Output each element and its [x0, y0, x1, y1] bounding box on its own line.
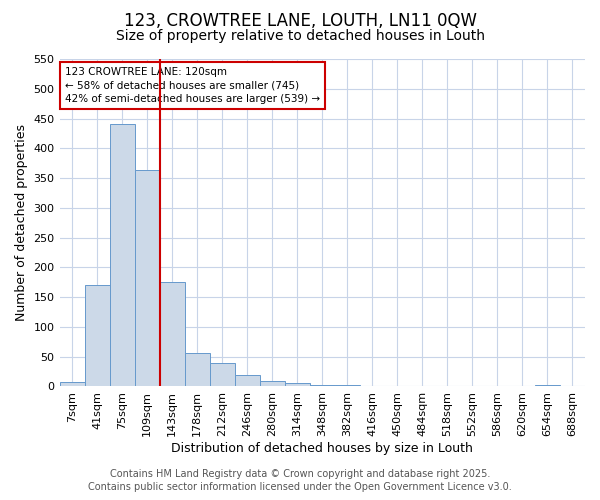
Bar: [110, 124, 134, 386]
Bar: [59, 382, 85, 386]
Bar: [160, 282, 185, 387]
Text: Size of property relative to detached houses in Louth: Size of property relative to detached ho…: [115, 29, 485, 43]
X-axis label: Distribution of detached houses by size in Louth: Distribution of detached houses by size …: [172, 442, 473, 455]
Bar: [260, 380, 285, 386]
Y-axis label: Number of detached properties: Number of detached properties: [15, 124, 28, 321]
Text: 123 CROWTREE LANE: 120sqm
← 58% of detached houses are smaller (745)
42% of semi: 123 CROWTREE LANE: 120sqm ← 58% of detac…: [65, 67, 320, 104]
Text: 123, CROWTREE LANE, LOUTH, LN11 0QW: 123, CROWTREE LANE, LOUTH, LN11 0QW: [124, 12, 476, 30]
Text: Contains HM Land Registry data © Crown copyright and database right 2025.
Contai: Contains HM Land Registry data © Crown c…: [88, 470, 512, 492]
Bar: [85, 285, 110, 386]
Bar: [285, 384, 310, 386]
Bar: [185, 352, 209, 386]
Bar: [310, 384, 335, 386]
Bar: [235, 374, 260, 386]
Bar: [134, 170, 160, 386]
Bar: [209, 362, 235, 386]
